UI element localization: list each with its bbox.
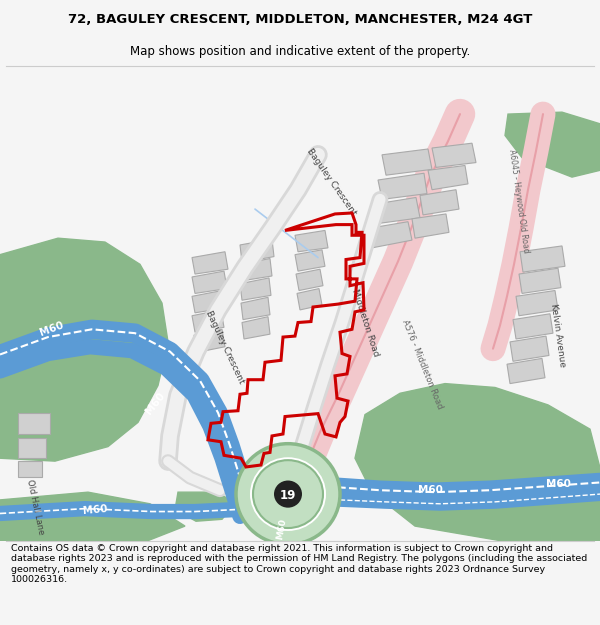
Text: 72, BAGULEY CRESCENT, MIDDLETON, MANCHESTER, M24 4GT: 72, BAGULEY CRESCENT, MIDDLETON, MANCHES… (68, 13, 532, 26)
Text: 19: 19 (280, 489, 296, 502)
Text: M60: M60 (143, 390, 167, 416)
Polygon shape (0, 492, 185, 541)
Text: M60: M60 (545, 479, 571, 489)
Text: Old Hall Lane: Old Hall Lane (25, 478, 45, 535)
Polygon shape (516, 291, 558, 316)
Text: M60: M60 (276, 518, 288, 540)
Polygon shape (297, 289, 322, 310)
Polygon shape (428, 166, 468, 190)
Text: M60: M60 (82, 504, 108, 516)
Polygon shape (18, 412, 50, 434)
Polygon shape (355, 384, 600, 541)
Polygon shape (432, 143, 476, 168)
Polygon shape (240, 239, 274, 262)
Polygon shape (241, 298, 270, 319)
Polygon shape (382, 149, 432, 175)
Circle shape (236, 444, 340, 544)
Text: Kelvin Avenue: Kelvin Avenue (549, 302, 567, 368)
Polygon shape (194, 329, 225, 352)
Text: Contains OS data © Crown copyright and database right 2021. This information is : Contains OS data © Crown copyright and d… (11, 544, 587, 584)
Polygon shape (507, 358, 545, 384)
Polygon shape (295, 250, 325, 271)
Polygon shape (519, 268, 561, 293)
Text: Map shows position and indicative extent of the property.: Map shows position and indicative extent… (130, 45, 470, 58)
Text: M60: M60 (418, 485, 442, 495)
Polygon shape (513, 314, 553, 339)
Polygon shape (520, 246, 565, 272)
Polygon shape (192, 271, 227, 293)
Polygon shape (295, 231, 328, 252)
Polygon shape (240, 259, 272, 281)
Text: Middleton Road: Middleton Road (350, 288, 380, 357)
Polygon shape (378, 173, 427, 199)
Polygon shape (510, 336, 549, 361)
Circle shape (253, 460, 323, 528)
Polygon shape (242, 317, 270, 339)
Polygon shape (0, 238, 168, 461)
Polygon shape (240, 278, 271, 300)
Polygon shape (192, 291, 225, 313)
Polygon shape (192, 252, 228, 274)
Circle shape (274, 481, 302, 508)
Polygon shape (420, 190, 459, 215)
Polygon shape (18, 461, 42, 477)
Text: Baguley Crescent: Baguley Crescent (204, 309, 246, 385)
Polygon shape (374, 198, 420, 224)
Polygon shape (412, 214, 449, 238)
Polygon shape (18, 438, 46, 458)
Text: Baguley Crescent: Baguley Crescent (305, 147, 359, 217)
Text: A576 - Middleton Road: A576 - Middleton Road (400, 318, 444, 410)
Polygon shape (505, 112, 600, 177)
Polygon shape (368, 222, 412, 248)
Text: M60: M60 (38, 321, 65, 338)
Polygon shape (175, 492, 235, 521)
Polygon shape (296, 269, 323, 291)
Polygon shape (192, 310, 224, 332)
Circle shape (250, 458, 326, 531)
Text: A6045 - Heywood Old Road: A6045 - Heywood Old Road (507, 149, 531, 254)
